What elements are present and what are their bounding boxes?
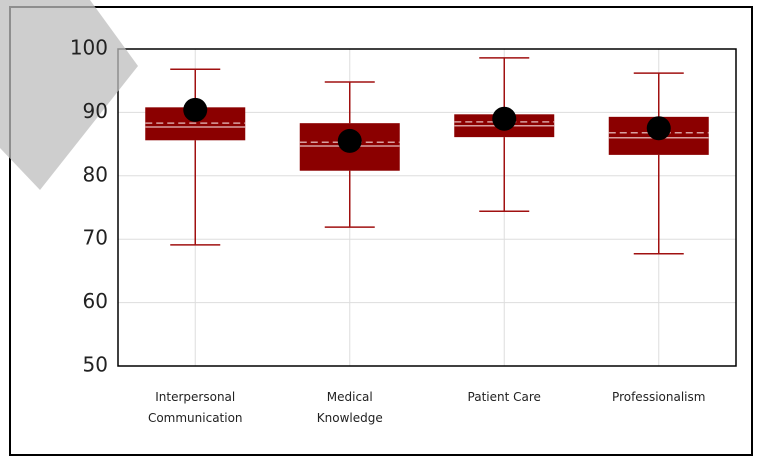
point xyxy=(492,106,517,131)
plot-area xyxy=(118,49,736,366)
point xyxy=(337,128,362,153)
plot-border xyxy=(117,48,737,367)
point xyxy=(646,116,671,141)
x-tick-label: Knowledge xyxy=(317,411,383,425)
y-tick-label: 90 xyxy=(83,99,108,123)
point xyxy=(183,97,208,122)
y-tick-label: 60 xyxy=(83,289,108,313)
x-tick-label: Interpersonal xyxy=(155,390,235,404)
y-tick-label: 50 xyxy=(83,353,108,377)
y-tick-label: 100 xyxy=(70,36,108,60)
y-tick-label: 80 xyxy=(83,162,108,186)
x-tick-label: Professionalism xyxy=(612,390,705,404)
y-tick-label: 70 xyxy=(83,226,108,250)
x-tick-label: Medical xyxy=(327,390,373,404)
watermark xyxy=(0,0,138,190)
x-tick-label: Patient Care xyxy=(468,390,541,404)
x-tick-label: Communication xyxy=(148,411,243,425)
